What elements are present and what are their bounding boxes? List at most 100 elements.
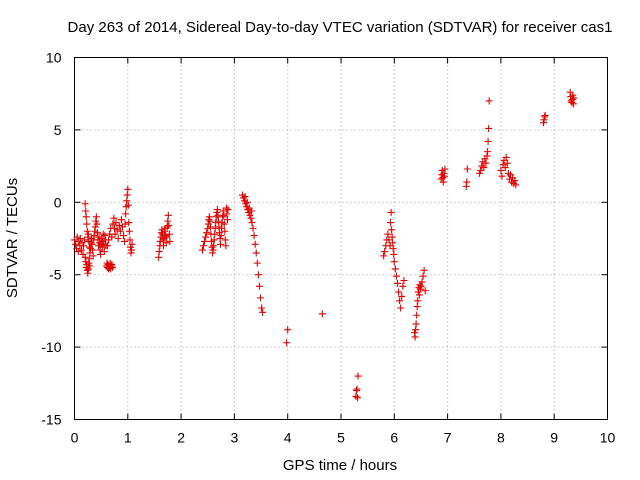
data-series <box>71 88 578 402</box>
data-point <box>121 220 129 228</box>
data-point <box>480 164 488 172</box>
data-point <box>165 230 173 238</box>
data-point <box>108 263 116 271</box>
x-tick-label: 10 <box>600 430 616 446</box>
data-point <box>117 216 125 224</box>
data-point <box>283 339 291 347</box>
data-point <box>165 221 173 229</box>
axis-ticks <box>74 57 608 420</box>
data-point <box>93 229 101 237</box>
data-point <box>484 137 492 145</box>
data-point <box>99 230 107 238</box>
data-point <box>73 233 81 241</box>
x-tick-label: 3 <box>231 430 239 446</box>
data-point <box>400 276 408 284</box>
x-tick-label: 1 <box>124 430 132 446</box>
data-point <box>512 181 520 189</box>
data-point <box>439 178 447 186</box>
data-point <box>421 287 429 295</box>
data-point <box>166 237 174 245</box>
y-tick-label: -15 <box>41 412 61 428</box>
data-point <box>484 148 492 156</box>
data-point <box>244 206 252 214</box>
data-point <box>253 259 261 267</box>
data-point <box>98 235 106 242</box>
data-point <box>128 240 136 248</box>
data-point <box>482 159 490 167</box>
grid <box>74 57 608 420</box>
data-point <box>83 220 91 228</box>
data-point <box>97 250 105 258</box>
x-tick-label: 5 <box>337 430 345 446</box>
data-point <box>126 236 134 244</box>
data-point <box>110 214 118 222</box>
data-point <box>113 226 121 234</box>
data-point <box>511 177 519 185</box>
data-point <box>201 237 209 245</box>
data-point <box>397 304 405 312</box>
data-point <box>74 248 82 256</box>
data-point <box>243 198 251 206</box>
data-point <box>124 185 132 193</box>
data-point <box>239 194 247 202</box>
data-point <box>80 242 88 250</box>
x-tick-label: 0 <box>71 430 79 446</box>
y-tick-label: 5 <box>54 122 62 138</box>
data-point <box>502 153 510 161</box>
data-point <box>96 239 104 247</box>
data-point <box>249 224 257 232</box>
data-point <box>93 220 101 228</box>
data-point <box>164 211 172 219</box>
data-point <box>414 297 422 305</box>
data-point <box>392 272 400 280</box>
data-point <box>89 252 97 260</box>
data-point <box>418 278 426 286</box>
data-point <box>202 233 210 241</box>
data-point <box>412 320 420 328</box>
data-point <box>503 159 511 167</box>
data-point <box>125 227 133 235</box>
x-tick-label: 9 <box>550 430 558 446</box>
data-point <box>92 213 100 221</box>
x-tick-label: 6 <box>390 430 398 446</box>
data-point <box>206 223 214 231</box>
data-point <box>252 249 260 257</box>
data-point <box>105 236 113 244</box>
y-tick-label: 10 <box>46 50 62 66</box>
data-point <box>121 237 129 245</box>
data-point <box>413 311 421 319</box>
y-axis-label: SDTVAR / TECUs <box>4 178 21 298</box>
data-point <box>390 250 398 258</box>
data-point <box>224 206 232 214</box>
data-point <box>476 169 484 177</box>
x-tick-label: 2 <box>177 430 185 446</box>
data-point <box>396 297 404 305</box>
data-point <box>419 272 427 280</box>
data-point <box>395 288 403 296</box>
data-point <box>417 282 425 290</box>
data-point <box>250 232 258 240</box>
data-point <box>81 200 89 208</box>
data-point <box>109 220 117 228</box>
data-point <box>387 208 395 216</box>
data-point <box>124 201 132 209</box>
data-point <box>391 265 399 273</box>
data-point <box>398 292 406 300</box>
data-point <box>162 232 170 240</box>
data-point <box>541 111 549 119</box>
data-point <box>222 242 230 250</box>
data-point <box>220 220 228 228</box>
data-point <box>257 294 265 302</box>
data-point <box>203 229 211 237</box>
data-point <box>318 310 326 318</box>
data-point <box>76 235 84 242</box>
data-point <box>217 240 225 248</box>
x-axis-label: GPS time / hours <box>283 457 397 474</box>
data-point <box>199 242 207 250</box>
data-point <box>411 333 419 341</box>
y-tick-labels: -15 -10 -5 0 5 10 <box>41 50 61 428</box>
data-point <box>251 240 259 248</box>
data-point <box>115 221 123 229</box>
data-point <box>354 394 362 402</box>
data-point <box>393 279 401 287</box>
